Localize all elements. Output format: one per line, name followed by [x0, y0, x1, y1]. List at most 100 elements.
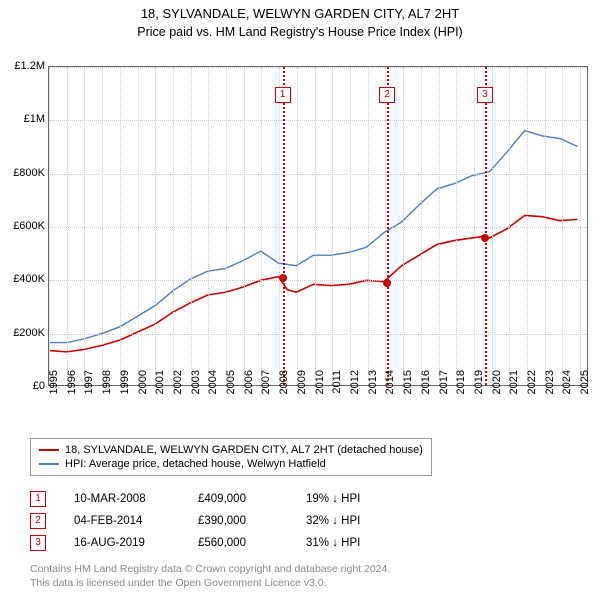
x-axis-label: 2005 — [225, 370, 237, 410]
gridline-vertical — [509, 67, 510, 385]
sales-row: 3 16-AUG-2019 £560,000 31% ↓ HPI — [30, 532, 386, 554]
gridline-vertical — [102, 67, 103, 385]
x-axis-label: 2009 — [296, 370, 308, 410]
sale-row-delta: 19% ↓ HPI — [306, 493, 386, 505]
attribution-line-2: This data is licensed under the Open Gov… — [30, 576, 390, 590]
sale-marker-badge: 3 — [477, 87, 493, 103]
gridline-vertical — [492, 67, 493, 385]
x-axis-label: 1999 — [119, 370, 131, 410]
gridline-vertical — [279, 67, 280, 385]
gridline-vertical — [84, 67, 85, 385]
x-axis-label: 2012 — [349, 370, 361, 410]
sale-row-badge: 1 — [30, 491, 46, 507]
gridline-vertical — [244, 67, 245, 385]
gridline-vertical — [261, 67, 262, 385]
gridline-vertical — [332, 67, 333, 385]
x-axis-label: 2010 — [314, 370, 326, 410]
chart-title: 18, SYLVANDALE, WELWYN GARDEN CITY, AL7 … — [0, 6, 600, 23]
gridline-horizontal — [49, 227, 587, 228]
x-axis-label: 2013 — [367, 370, 379, 410]
gridline-vertical — [173, 67, 174, 385]
x-axis-label: 2011 — [331, 370, 343, 410]
sale-marker-line — [387, 67, 389, 385]
sale-dot — [279, 274, 287, 282]
gridline-vertical — [350, 67, 351, 385]
y-axis-label: £600K — [5, 220, 45, 232]
x-axis-label: 2018 — [455, 370, 467, 410]
sale-dot — [481, 234, 489, 242]
sale-row-date: 10-MAR-2008 — [74, 493, 170, 505]
gridline-vertical — [368, 67, 369, 385]
legend-swatch — [39, 463, 59, 465]
gridline-horizontal — [49, 174, 587, 175]
x-axis-label: 1996 — [66, 370, 78, 410]
y-axis-label: £1M — [5, 113, 45, 125]
x-axis-label: 1995 — [48, 370, 60, 410]
sales-row: 1 10-MAR-2008 £409,000 19% ↓ HPI — [30, 488, 386, 510]
x-axis-label: 2024 — [561, 370, 573, 410]
sale-dot — [383, 279, 391, 287]
gridline-vertical — [208, 67, 209, 385]
legend-row: 18, SYLVANDALE, WELWYN GARDEN CITY, AL7 … — [39, 443, 423, 457]
x-axis-label: 2021 — [508, 370, 520, 410]
line-series-svg — [49, 67, 587, 385]
x-axis-label: 2015 — [402, 370, 414, 410]
sale-marker-badge: 2 — [379, 87, 395, 103]
y-axis-label: £0 — [5, 380, 45, 392]
sale-marker-line — [485, 67, 487, 385]
x-axis-label: 2016 — [420, 370, 432, 410]
x-axis-label: 2025 — [579, 370, 591, 410]
gridline-vertical — [297, 67, 298, 385]
gridline-vertical — [474, 67, 475, 385]
x-axis-label: 2014 — [384, 370, 396, 410]
y-axis-label: £200K — [5, 327, 45, 339]
x-axis-label: 2006 — [243, 370, 255, 410]
sale-marker-badge: 1 — [275, 87, 291, 103]
sale-row-date: 16-AUG-2019 — [74, 537, 170, 549]
x-axis-label: 2022 — [526, 370, 538, 410]
x-axis-label: 2017 — [438, 370, 450, 410]
gridline-vertical — [439, 67, 440, 385]
gridline-horizontal — [49, 280, 587, 281]
gridline-vertical — [67, 67, 68, 385]
gridline-horizontal — [49, 334, 587, 335]
gridline-vertical — [155, 67, 156, 385]
x-axis-label: 2004 — [207, 370, 219, 410]
x-axis-label: 2008 — [278, 370, 290, 410]
gridline-vertical — [545, 67, 546, 385]
gridline-vertical — [421, 67, 422, 385]
sale-row-badge: 3 — [30, 535, 46, 551]
gridline-vertical — [403, 67, 404, 385]
legend-box: 18, SYLVANDALE, WELWYN GARDEN CITY, AL7 … — [30, 438, 432, 476]
gridline-vertical — [191, 67, 192, 385]
attribution-line-1: Contains HM Land Registry data © Crown c… — [30, 562, 390, 576]
gridline-vertical — [49, 67, 50, 385]
gridline-vertical — [527, 67, 528, 385]
sale-row-price: £560,000 — [198, 537, 278, 549]
y-axis-label: £400K — [5, 273, 45, 285]
gridline-vertical — [138, 67, 139, 385]
legend-label: 18, SYLVANDALE, WELWYN GARDEN CITY, AL7 … — [65, 444, 423, 456]
sale-row-price: £409,000 — [198, 493, 278, 505]
x-axis-label: 2020 — [491, 370, 503, 410]
sales-row: 204-FEB-2014£390,00032% ↓ HPI — [30, 510, 386, 532]
gridline-vertical — [226, 67, 227, 385]
gridline-vertical — [562, 67, 563, 385]
sale-row-badge: 2 — [30, 513, 46, 529]
sale-row-price: £390,000 — [198, 515, 278, 527]
sale-row-date: 04-FEB-2014 — [74, 515, 170, 527]
x-axis-label: 2002 — [172, 370, 184, 410]
gridline-vertical — [120, 67, 121, 385]
gridline-vertical — [315, 67, 316, 385]
plot-area: 1 2 3 — [48, 66, 588, 386]
sale-marker-line — [283, 67, 285, 385]
sale-row-delta: 31% ↓ HPI — [306, 537, 386, 549]
sales-table: 1 10-MAR-2008 £409,000 19% ↓ HPI 2 04-FEB-201… — [30, 488, 386, 554]
x-axis-label: 2019 — [473, 370, 485, 410]
y-axis-label: £800K — [5, 167, 45, 179]
x-axis-label: 2001 — [154, 370, 166, 410]
legend-row: HPI: Average price, detached house, Welw… — [39, 457, 423, 471]
chart-container: 18, SYLVANDALE, WELWYN GARDEN CITY, AL7 … — [0, 6, 600, 596]
gridline-horizontal — [49, 67, 587, 68]
x-axis-label: 2023 — [544, 370, 556, 410]
